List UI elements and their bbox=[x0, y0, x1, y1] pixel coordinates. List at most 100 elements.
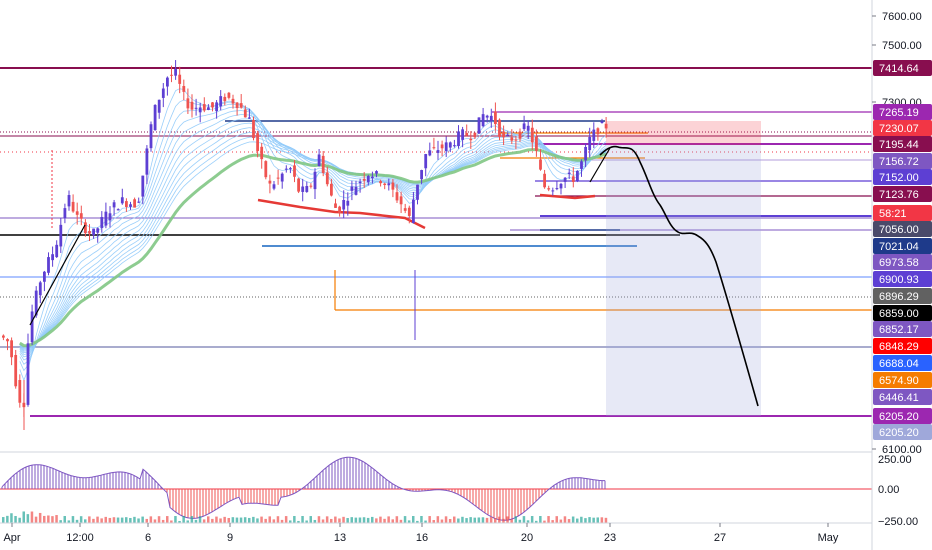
candle-body bbox=[567, 172, 571, 174]
price-badge-label: 7230.07 bbox=[879, 123, 919, 135]
volume-bar bbox=[30, 511, 34, 523]
short-position-zone[interactable] bbox=[606, 121, 761, 416]
candle-body bbox=[506, 134, 510, 136]
price-badge bbox=[873, 254, 932, 270]
candle-body bbox=[444, 142, 448, 152]
volume-bar bbox=[280, 519, 284, 523]
time-axis-label: May bbox=[818, 532, 839, 544]
volume-bar bbox=[539, 516, 542, 523]
candle-body bbox=[391, 182, 395, 190]
volume-bar bbox=[567, 519, 571, 523]
trendline-drawings[interactable] bbox=[29, 145, 759, 407]
volume-bar bbox=[256, 518, 259, 523]
candle-body bbox=[264, 161, 268, 178]
time-axis-label: 13 bbox=[334, 532, 346, 544]
candle-body bbox=[510, 137, 514, 141]
candle-body bbox=[14, 354, 18, 387]
candle-body bbox=[325, 172, 329, 185]
volume-bar bbox=[84, 519, 87, 523]
ma-ribbon-line bbox=[19, 118, 607, 354]
volume-bar bbox=[96, 516, 99, 523]
candle-body bbox=[436, 150, 440, 153]
price-badge bbox=[873, 271, 932, 287]
ma-slow-line bbox=[18, 148, 607, 348]
candle-body bbox=[547, 188, 551, 190]
volume-bar bbox=[379, 516, 382, 523]
candle-body bbox=[149, 124, 153, 149]
price-badge-label: 7265.19 bbox=[879, 107, 919, 119]
candle-body bbox=[2, 335, 5, 338]
candle-body bbox=[448, 142, 452, 148]
candle-body bbox=[100, 217, 104, 228]
candle-body bbox=[38, 282, 42, 296]
volume-bar bbox=[264, 518, 267, 523]
time-axis-label: 27 bbox=[714, 532, 726, 544]
volume-bar bbox=[522, 516, 526, 523]
volume-bar bbox=[293, 516, 296, 523]
volume-bar bbox=[325, 516, 329, 523]
candle-body bbox=[379, 181, 382, 184]
price-badge bbox=[873, 169, 932, 185]
volume-bar bbox=[211, 518, 214, 523]
price-badge-label: 7123.76 bbox=[879, 189, 919, 201]
candle-body bbox=[412, 199, 415, 223]
candle-body bbox=[215, 102, 218, 112]
volume-bar bbox=[207, 516, 210, 523]
price-axis-label: 7600.00 bbox=[882, 11, 922, 23]
candlestick-series bbox=[2, 60, 608, 430]
price-badge bbox=[873, 153, 932, 169]
ma-ribbon-line bbox=[19, 122, 607, 352]
candle-body bbox=[494, 111, 497, 125]
volume-bar bbox=[535, 520, 538, 523]
candle-body bbox=[125, 201, 128, 207]
candle-body bbox=[498, 119, 501, 137]
candle-body bbox=[289, 168, 292, 170]
volume-bar bbox=[563, 516, 567, 523]
candle-body bbox=[79, 213, 83, 219]
candle-body bbox=[457, 131, 460, 147]
volume-bar bbox=[444, 516, 448, 523]
volume-bar bbox=[104, 516, 107, 523]
candle-body bbox=[30, 311, 34, 343]
candle-body bbox=[92, 228, 95, 236]
candle-body bbox=[174, 68, 177, 76]
volume-bar bbox=[47, 515, 50, 523]
candle-body bbox=[305, 186, 309, 192]
volume-bar bbox=[383, 518, 386, 523]
candle-body bbox=[186, 98, 190, 109]
candle-body bbox=[133, 199, 136, 208]
candle-body bbox=[276, 177, 280, 179]
volume-bar bbox=[248, 517, 251, 523]
candle-body bbox=[260, 146, 264, 160]
candle-body bbox=[596, 128, 600, 135]
oscillator-axis-label: 250.00 bbox=[878, 454, 912, 466]
volume-bar bbox=[141, 516, 144, 523]
candle-body bbox=[47, 257, 50, 273]
volume-bar bbox=[358, 517, 362, 523]
time-axis-label: 23 bbox=[604, 532, 616, 544]
candle-body bbox=[383, 183, 387, 185]
volume-bar bbox=[551, 520, 554, 523]
volume-bar bbox=[604, 517, 608, 523]
candle-body bbox=[211, 102, 214, 108]
candle-body bbox=[362, 178, 366, 181]
volume-bar bbox=[313, 519, 317, 523]
volume-bar bbox=[79, 516, 83, 523]
volume-bar bbox=[576, 518, 579, 523]
price-badge-label: 6859.00 bbox=[879, 308, 919, 320]
volume-bar bbox=[289, 520, 292, 523]
candle-body bbox=[571, 176, 575, 182]
volume-bar bbox=[190, 516, 194, 523]
volume-bar bbox=[268, 516, 271, 523]
volume-bar bbox=[198, 516, 202, 523]
volume-bar bbox=[543, 520, 546, 523]
volume-bar bbox=[43, 515, 46, 523]
price-badge bbox=[873, 338, 932, 354]
volume-bar bbox=[592, 517, 595, 523]
volume-bar bbox=[14, 516, 17, 523]
candle-body bbox=[112, 202, 116, 208]
candle-body bbox=[157, 99, 161, 113]
